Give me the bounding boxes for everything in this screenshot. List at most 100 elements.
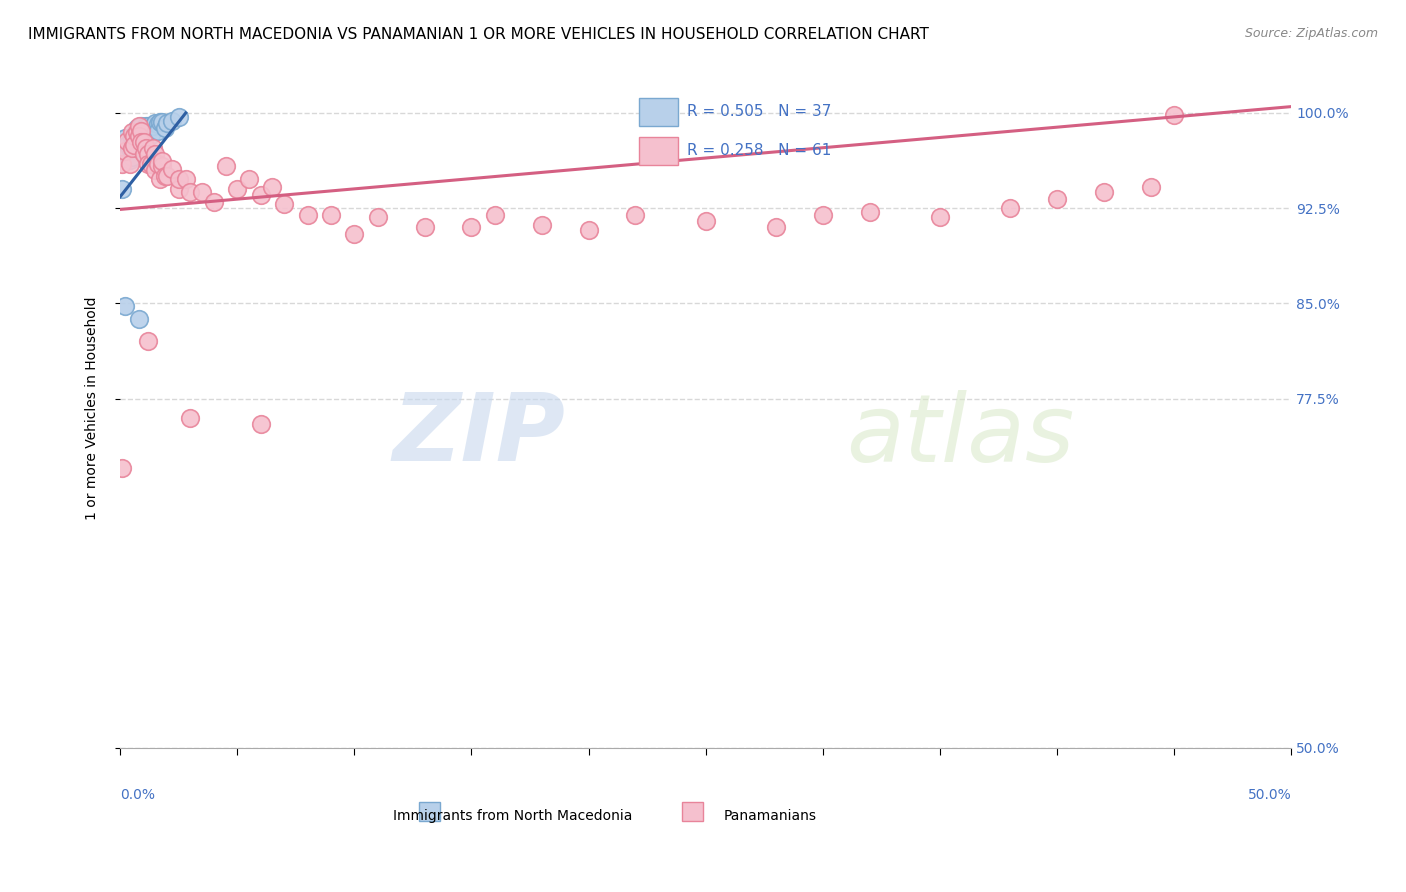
Point <box>114 299 136 313</box>
Point <box>136 334 159 349</box>
Point <box>202 194 225 209</box>
Point <box>128 311 150 326</box>
Point <box>118 141 141 155</box>
Point <box>125 121 148 136</box>
Point <box>114 144 136 158</box>
Point <box>226 182 249 196</box>
Point <box>859 205 882 219</box>
Point <box>297 207 319 221</box>
Point <box>115 134 138 148</box>
Point <box>262 179 284 194</box>
Point <box>129 124 152 138</box>
Point <box>146 157 169 171</box>
FancyBboxPatch shape <box>682 802 703 821</box>
Text: Immigrants from North Macedonia: Immigrants from North Macedonia <box>392 809 633 822</box>
Point <box>129 125 152 139</box>
Point <box>578 223 600 237</box>
Point <box>128 119 150 133</box>
Point <box>128 128 150 143</box>
Point <box>118 157 141 171</box>
Point <box>160 161 183 176</box>
Point <box>135 141 157 155</box>
Point <box>135 125 157 139</box>
Text: atlas: atlas <box>846 390 1074 481</box>
Point <box>167 182 190 196</box>
Point <box>153 121 176 136</box>
Point <box>121 141 143 155</box>
Point <box>142 119 165 133</box>
Point <box>367 210 389 224</box>
Point <box>153 169 176 184</box>
Point <box>167 110 190 124</box>
Point <box>142 141 165 155</box>
Point <box>111 182 134 196</box>
Point <box>132 128 155 142</box>
Text: IMMIGRANTS FROM NORTH MACEDONIA VS PANAMANIAN 1 OR MORE VEHICLES IN HOUSEHOLD CO: IMMIGRANTS FROM NORTH MACEDONIA VS PANAM… <box>28 27 929 42</box>
Point <box>150 115 173 129</box>
Point <box>530 218 553 232</box>
Point <box>811 207 834 221</box>
Point <box>929 210 952 224</box>
Point <box>111 157 134 171</box>
Point <box>136 119 159 133</box>
Point <box>149 172 172 186</box>
Point <box>115 146 138 161</box>
Point <box>1092 185 1115 199</box>
Point <box>132 135 155 149</box>
Point <box>128 134 150 148</box>
Point <box>238 172 260 186</box>
Point <box>111 461 134 475</box>
Point <box>149 115 172 129</box>
Y-axis label: 1 or more Vehicles in Household: 1 or more Vehicles in Household <box>86 296 100 520</box>
Point <box>319 207 342 221</box>
Point <box>1046 192 1069 206</box>
Point <box>150 154 173 169</box>
Point <box>122 128 145 143</box>
Point <box>121 131 143 145</box>
Point <box>484 207 506 221</box>
Point <box>121 141 143 155</box>
Point <box>249 417 271 431</box>
Point <box>179 410 201 425</box>
Point <box>114 131 136 145</box>
Point <box>413 220 436 235</box>
Point <box>118 153 141 167</box>
Point <box>273 197 295 211</box>
Point <box>146 124 169 138</box>
Point <box>191 185 214 199</box>
Point <box>143 163 166 178</box>
Point <box>695 214 717 228</box>
Point <box>132 135 155 149</box>
Point <box>1163 108 1185 122</box>
Point <box>121 150 143 164</box>
Point <box>122 128 145 143</box>
Point <box>122 137 145 152</box>
Point <box>136 157 159 171</box>
Point <box>139 157 162 171</box>
Point <box>1139 179 1161 194</box>
Point <box>125 135 148 149</box>
Point <box>136 146 159 161</box>
Point <box>139 128 162 142</box>
Point <box>128 125 150 139</box>
Point <box>125 128 148 142</box>
Point <box>156 169 179 184</box>
Point <box>125 125 148 139</box>
Point <box>624 207 647 221</box>
Text: 0.0%: 0.0% <box>120 789 155 803</box>
Point <box>1000 201 1022 215</box>
Point <box>214 159 236 173</box>
Text: Source: ZipAtlas.com: Source: ZipAtlas.com <box>1244 27 1378 40</box>
Text: ZIP: ZIP <box>392 389 565 482</box>
Point <box>179 185 201 199</box>
Point <box>135 119 157 133</box>
Point <box>121 125 143 139</box>
Point <box>129 119 152 133</box>
Text: Panamanians: Panamanians <box>724 809 817 822</box>
Point <box>150 159 173 173</box>
Text: 50.0%: 50.0% <box>1247 789 1291 803</box>
Point <box>132 121 155 136</box>
Point <box>765 220 787 235</box>
Point <box>343 227 366 241</box>
Point <box>139 121 162 136</box>
